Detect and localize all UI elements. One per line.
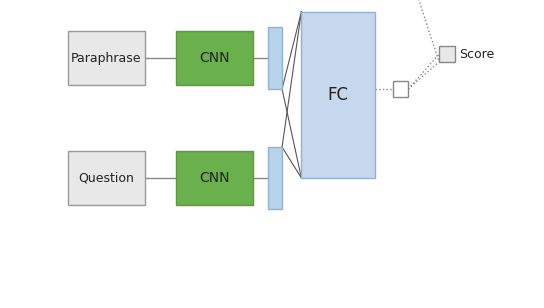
Text: Paraphrase: Paraphrase <box>71 51 141 65</box>
Bar <box>268 27 282 89</box>
Text: CNN: CNN <box>200 171 230 185</box>
Bar <box>176 151 254 205</box>
Bar <box>301 12 375 178</box>
Bar <box>67 151 145 205</box>
Bar <box>67 31 145 85</box>
Bar <box>393 81 408 97</box>
Bar <box>439 47 455 62</box>
Text: CNN: CNN <box>200 51 230 65</box>
Bar <box>176 31 254 85</box>
Text: FC: FC <box>327 86 349 104</box>
Text: Question: Question <box>78 172 134 184</box>
Text: Score: Score <box>459 48 494 61</box>
Bar <box>268 147 282 209</box>
